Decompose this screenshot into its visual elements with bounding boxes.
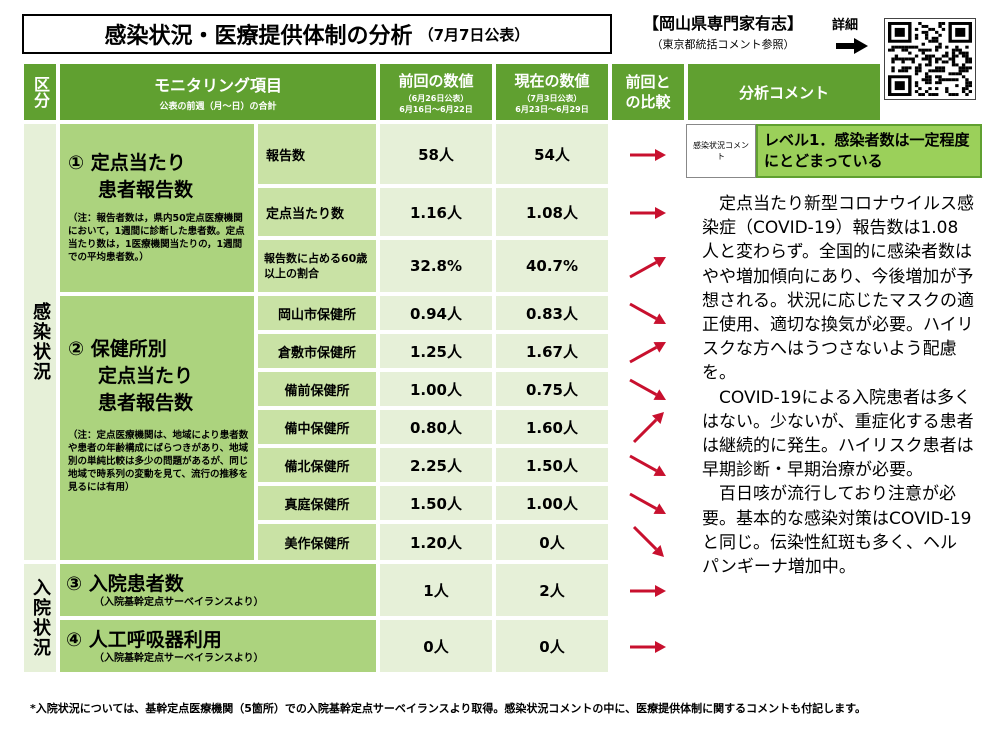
row-label: 報告数 (256, 122, 378, 186)
right-arrow-icon (836, 38, 868, 54)
trend-arrow-icon (632, 412, 664, 444)
compare-cell (610, 238, 686, 294)
curr-value: 1.67人 (494, 332, 610, 370)
trend-arrow-icon (630, 207, 666, 219)
row-label: 真庭保健所 (256, 484, 378, 522)
curr-value: 1.08人 (494, 186, 610, 238)
prev-value: 1.00人 (378, 370, 494, 408)
compare-cell (610, 446, 686, 484)
comment-label: 感染状況コメント (686, 124, 756, 178)
compare-cell (610, 294, 686, 332)
curr-value: 40.7% (494, 238, 610, 294)
category-hospital: 入院状況 (22, 562, 58, 674)
curr-value: 0人 (494, 618, 610, 674)
trend-arrow-icon (630, 149, 666, 161)
prev-value: 0.94人 (378, 294, 494, 332)
prev-value: 1人 (378, 562, 494, 618)
compare-cell (610, 332, 686, 370)
page-title: 感染状況・医療提供体制の分析 (104, 24, 413, 49)
header-item: モニタリング項目 公表の前週（月～日）の合計 (58, 62, 378, 122)
curr-value: 0.75人 (494, 370, 610, 408)
compare-cell (610, 562, 686, 618)
curr-value: 1.60人 (494, 408, 610, 446)
prev-value: 1.25人 (378, 332, 494, 370)
category-infection: 感染状況 (22, 122, 58, 562)
prev-value: 0.80人 (378, 408, 494, 446)
curr-value: 1.00人 (494, 484, 610, 522)
compare-cell (610, 370, 686, 408)
curr-value: 0.83人 (494, 294, 610, 332)
trend-arrow-icon (629, 378, 666, 400)
row-label: 定点当たり数 (256, 186, 378, 238)
compare-cell (610, 408, 686, 446)
author: 【岡山県専門家有志】 (642, 14, 803, 33)
compare-cell (610, 522, 686, 562)
item-sentinel-reports: ① 定点当たり 患者報告数 （注：報告者数は，県内50定点医療機関において，1週… (58, 122, 256, 294)
row-label: 備前保健所 (256, 370, 378, 408)
prev-value: 0人 (378, 618, 494, 674)
page-title-date: （7月7日公表） (418, 25, 530, 44)
trend-arrow-icon (630, 641, 666, 653)
trend-arrow-icon (630, 585, 666, 597)
prev-value: 2.25人 (378, 446, 494, 484)
row-label: 備中保健所 (256, 408, 378, 446)
compare-cell (610, 618, 686, 674)
comment-body: 定点当たり新型コロナウイルス感染症（COVID-19）報告数は1.08人と変わら… (686, 178, 982, 674)
row-label: 美作保健所 (256, 522, 378, 562)
prev-value: 32.8% (378, 238, 494, 294)
curr-value: 2人 (494, 562, 610, 618)
trend-arrow-icon (632, 525, 664, 557)
header-compare: 前回との比較 (610, 62, 686, 122)
trend-arrow-icon (629, 492, 666, 514)
header-category: 区分 (22, 62, 58, 122)
detail-label[interactable]: 詳細 (832, 18, 859, 33)
trend-arrow-icon (629, 302, 666, 324)
prev-value: 58人 (378, 122, 494, 186)
row-label: 岡山市保健所 (256, 294, 378, 332)
compare-cell (610, 186, 686, 238)
row-label: 備北保健所 (256, 446, 378, 484)
monitoring-table: 区分 モニタリング項目 公表の前週（月～日）の合計 前回の数値 （6月26日公表… (22, 62, 982, 674)
row-label: 倉敷市保健所 (256, 332, 378, 370)
header-prev: 前回の数値 （6月26日公表） 6月16日～6月22日 (378, 62, 494, 122)
comment-paragraph-3: 百日咳が流行しており注意が必要。基本的な感染対策はCOVID-19と同じ。伝染性… (702, 484, 972, 578)
comment-paragraph-1: 定点当たり新型コロナウイルス感染症（COVID-19）報告数は1.08人と変わら… (702, 194, 974, 384)
header-curr: 現在の数値 （7月3日公表） 6月23日～6月29日 (494, 62, 610, 122)
author-note: （東京都統括コメント参照） (651, 38, 795, 51)
item-health-center: ② 保健所別 定点当たり 患者報告数 （注：定点医療機関は、地域により患者数や患… (58, 294, 256, 562)
row-label: 報告数に占める60歳以上の割合 (256, 238, 378, 294)
item-inpatients: ③ 入院患者数 （入院基幹定点サーベイランスより） (58, 562, 378, 618)
qr-code-icon[interactable] (884, 18, 976, 100)
trend-arrow-icon (629, 257, 666, 279)
comment-paragraph-2: COVID-19による入院患者は多くはない。少ないが、重症化する患者は継続的に発… (702, 387, 974, 481)
comment-level: レベル1．感染者数は一定程度にとどまっている (756, 124, 982, 178)
prev-value: 1.20人 (378, 522, 494, 562)
header-comment: 分析コメント (686, 62, 882, 122)
curr-value: 54人 (494, 122, 610, 186)
footer-note: *入院状況については、基幹定点医療機関（5箇所）での入院基幹定点サーベイランスよ… (30, 702, 866, 715)
trend-arrow-icon (629, 454, 666, 476)
prev-value: 1.50人 (378, 484, 494, 522)
curr-value: 0人 (494, 522, 610, 562)
compare-cell (610, 484, 686, 522)
prev-value: 1.16人 (378, 186, 494, 238)
compare-cell (610, 122, 686, 186)
title-box: 感染状況・医療提供体制の分析 （7月7日公表） (22, 14, 612, 54)
trend-arrow-icon (629, 342, 666, 364)
curr-value: 1.50人 (494, 446, 610, 484)
item-ventilator: ④ 人工呼吸器利用 （入院基幹定点サーベイランスより） (58, 618, 378, 674)
